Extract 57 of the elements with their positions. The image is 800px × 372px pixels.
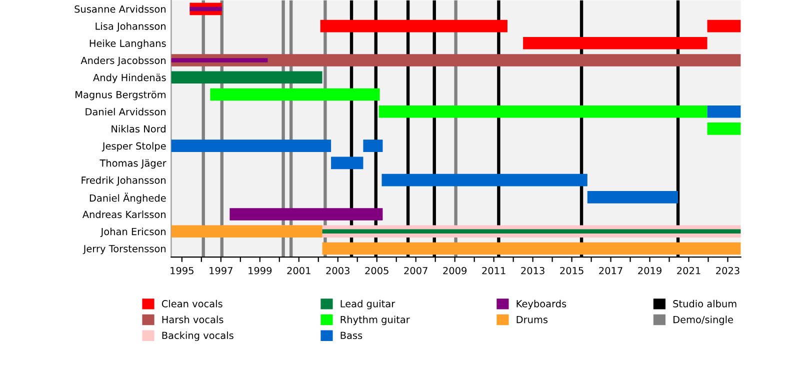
bar xyxy=(322,242,741,255)
y-tick-label: Jesper Stolpe xyxy=(102,142,166,152)
x-tick-label: 1995 xyxy=(170,266,194,274)
y-tick-label: Heike Langhans xyxy=(90,39,166,49)
bar xyxy=(331,156,364,170)
bar xyxy=(171,140,332,152)
x-tick-label: 1997 xyxy=(210,266,232,274)
bar xyxy=(210,88,380,101)
bar xyxy=(382,174,588,186)
x-tick-label: 2001 xyxy=(287,266,310,274)
x-tick-label: 2021 xyxy=(677,266,700,274)
x-tick-label: 2015 xyxy=(560,266,584,274)
y-tick-label: Thomas Jäger xyxy=(100,159,166,169)
legend-label: Drums xyxy=(516,316,548,324)
legend-label: Rhythm guitar xyxy=(340,316,410,326)
legend-label: Keyboards xyxy=(516,300,566,310)
x-tick-label: 2013 xyxy=(521,266,544,274)
x-tick-label: 2003 xyxy=(326,266,350,274)
y-tick-label: Andreas Karlsson xyxy=(82,210,166,218)
legend-label: Studio album xyxy=(673,300,736,308)
x-tick-label: 2005 xyxy=(365,266,388,274)
bar xyxy=(190,6,222,12)
y-tick-label: Daniel Arvidsson xyxy=(86,108,166,116)
bar xyxy=(378,105,708,118)
x-tick-label: 2023 xyxy=(716,266,740,274)
legend-label: Backing vocals xyxy=(162,332,234,341)
x-tick-label: 2019 xyxy=(638,266,662,274)
bar xyxy=(171,58,268,62)
y-tick-label: Daniel Änghede xyxy=(90,192,166,204)
bar xyxy=(707,20,741,32)
x-tick-label: 2011 xyxy=(482,266,506,274)
y-tick-label: Magnus Bergström xyxy=(76,90,166,100)
bar xyxy=(363,140,383,152)
bar xyxy=(707,122,741,135)
x-tick-label: 2017 xyxy=(599,266,622,274)
bar xyxy=(320,20,508,32)
y-tick-label: Fredrik Johansson xyxy=(82,176,166,186)
legend-label: Harsh vocals xyxy=(162,316,224,324)
bar xyxy=(587,191,678,204)
x-tick-label: 2007 xyxy=(404,266,428,274)
legend-label: Lead guitar xyxy=(340,300,396,310)
y-tick-label: Susanne Arvidsson xyxy=(74,5,166,13)
legend-label: Clean vocals xyxy=(162,300,222,308)
legend-label: Bass xyxy=(340,332,362,340)
legend-label: Demo/single xyxy=(674,316,733,326)
y-tick-label: Johan Ericson xyxy=(100,228,166,238)
y-tick-label: Niklas Nord xyxy=(112,125,166,133)
bar xyxy=(707,105,741,118)
y-tick-label: Anders Jacobsson xyxy=(80,56,166,66)
y-tick-label: Lisa Johansson xyxy=(96,22,166,32)
y-tick-label: Andy Hindenäs xyxy=(93,74,166,84)
y-tick-label: Jerry Torstensson xyxy=(82,245,166,254)
bar xyxy=(171,225,322,238)
bar xyxy=(523,36,708,50)
x-tick-label: 1999 xyxy=(248,266,272,274)
bar xyxy=(171,54,741,66)
x-tick-label: 2009 xyxy=(443,266,467,274)
